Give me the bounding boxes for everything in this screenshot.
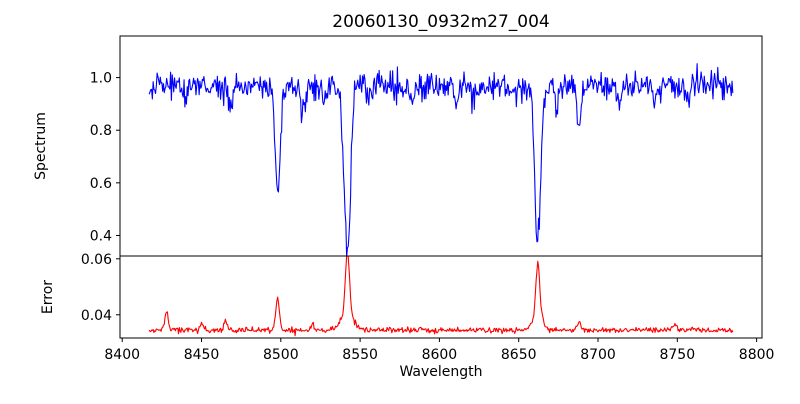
x-tick-label: 8800 [739,347,775,363]
x-tick-label: 8650 [501,347,537,363]
spectrum-y-axis-label: Spectrum [33,112,49,180]
x-axis-ticks: 8400 8450 8500 8550 8600 8650 8700 8750 8800 [104,338,774,363]
x-tick-label: 8750 [659,347,695,363]
x-tick-label: 8700 [580,347,616,363]
chart-title: 20060130_0932m27_004 [332,12,549,32]
spectrum-y-tick-label: 0.8 [90,123,112,139]
error-y-tick-label: 0.06 [81,252,112,268]
x-tick-label: 8550 [342,347,378,363]
x-tick-label: 8400 [104,347,140,363]
error-y-axis-ticks: 0.04 0.06 [81,252,120,324]
x-tick-label: 8500 [263,347,299,363]
spectrum-y-tick-label: 1.0 [90,71,112,87]
x-tick-label: 8450 [184,347,220,363]
error-data-line [148,256,734,337]
error-y-tick-label: 0.04 [81,308,112,324]
spectrum-panel-frame [119,35,763,257]
spectrum-y-tick-label: 0.4 [90,228,112,244]
x-tick-label: 8600 [422,347,458,363]
x-axis-label: Wavelength [399,364,482,380]
spectrum-y-axis-ticks: 0.4 0.6 0.8 1.0 [90,71,120,244]
spectrum-y-tick-label: 0.6 [90,176,112,192]
spectrum-data-line [148,63,734,256]
error-panel-frame [119,255,763,339]
error-y-axis-label: Error [40,280,56,314]
